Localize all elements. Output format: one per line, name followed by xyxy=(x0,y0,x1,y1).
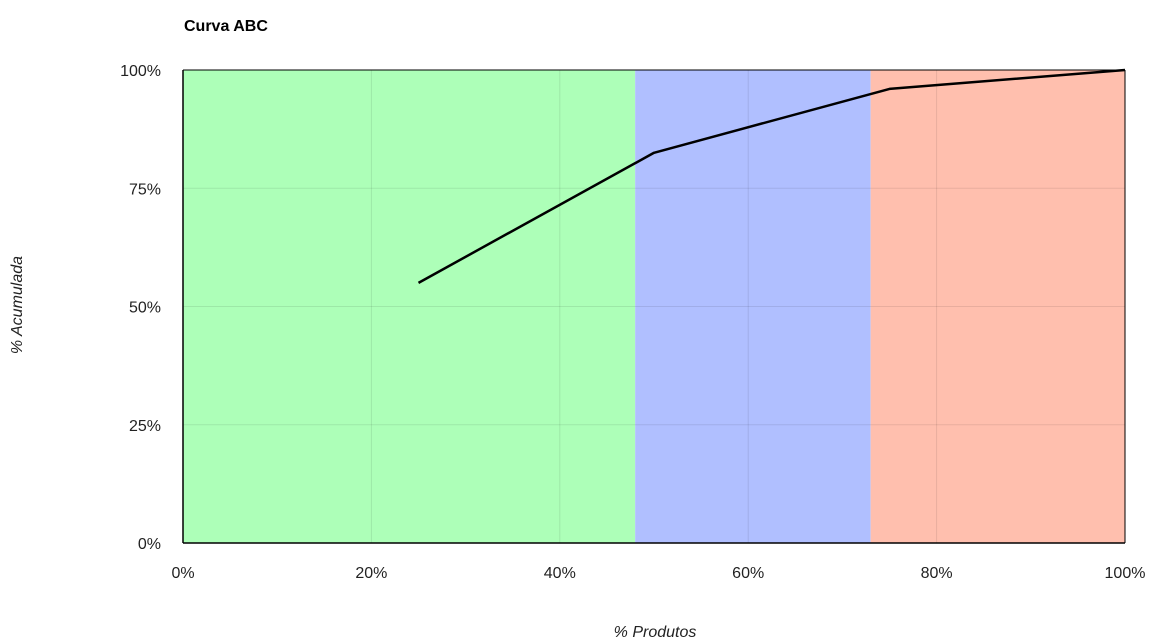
chart-title: Curva ABC xyxy=(184,18,268,35)
category-regions xyxy=(183,70,1125,543)
x-tick-label: 20% xyxy=(355,565,387,582)
series-line-0 xyxy=(417,68,1126,284)
y-tick-label: 0% xyxy=(138,536,161,553)
x-tick-labels: 0% 20% 40% 60% 80% 100% xyxy=(171,565,1145,582)
x-axis-label: % Produtos xyxy=(613,624,697,641)
region-1 xyxy=(635,70,871,543)
x-tick-label: 40% xyxy=(544,565,576,582)
series-lines xyxy=(417,68,1126,284)
y-tick-label: 100% xyxy=(120,63,161,80)
x-tick-label: 0% xyxy=(171,565,194,582)
region-2 xyxy=(870,70,1125,543)
y-tick-label: 75% xyxy=(129,181,161,198)
y-tick-label: 50% xyxy=(129,300,161,317)
axes xyxy=(182,69,1126,544)
x-tick-label: 80% xyxy=(921,565,953,582)
y-tick-label: 25% xyxy=(129,418,161,435)
y-tick-labels: 0% 25% 50% 75% 100% xyxy=(120,63,161,553)
region-0 xyxy=(183,70,636,543)
x-tick-label: 60% xyxy=(732,565,764,582)
x-tick-label: 100% xyxy=(1105,565,1146,582)
